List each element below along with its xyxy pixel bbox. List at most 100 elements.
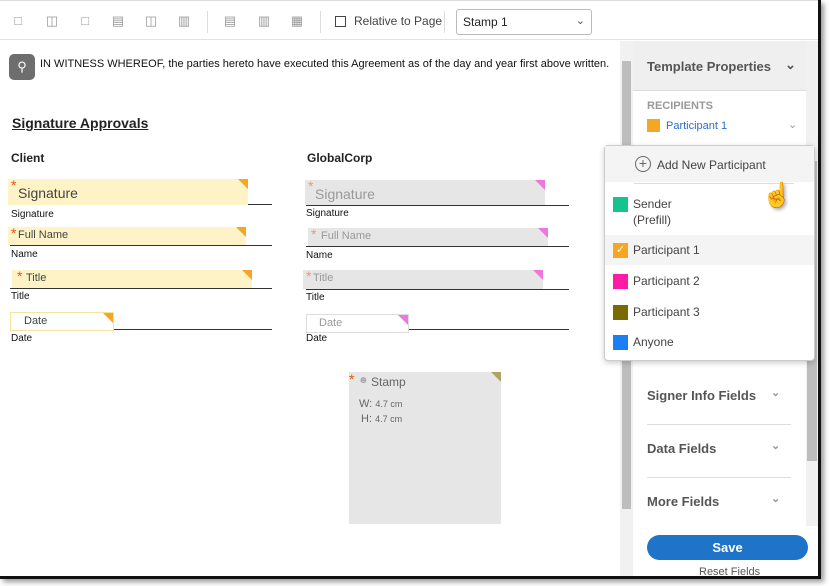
chevron-down-icon: ⌄: [771, 387, 781, 399]
user-icon: ☻: [358, 375, 369, 386]
save-button[interactable]: Save: [647, 535, 808, 560]
client-date-field[interactable]: Date: [10, 312, 114, 331]
globalcorp-heading: GlobalCorp: [307, 151, 373, 165]
client-fullname-field[interactable]: * Full Name: [8, 225, 246, 245]
field-placeholder: Signature: [315, 186, 375, 202]
participant-color-swatch: [647, 119, 660, 132]
reset-fields-link[interactable]: Reset Fields: [699, 566, 761, 578]
recipients-label: RECIPIENTS: [647, 100, 714, 112]
dropdown-item-participant-2[interactable]: Participant 2: [605, 266, 814, 296]
field-placeholder: Full Name: [18, 229, 69, 241]
document-canvas: IN WITNESS WHEREOF, the parties hereto h…: [0, 41, 620, 576]
align-right-icon[interactable]: ▥: [177, 13, 191, 28]
signature-line: [306, 205, 569, 206]
field-select[interactable]: Stamp 1 ⌄: [456, 9, 592, 35]
field-select-value: Stamp 1: [463, 15, 508, 29]
globalcorp-fullname-field[interactable]: * Full Name: [308, 226, 548, 246]
client-title-label: Title: [11, 291, 30, 302]
chevron-down-icon: ⌄: [771, 440, 781, 452]
panel-title: Template Properties: [647, 59, 772, 74]
client-signature-label: Signature: [11, 209, 54, 220]
item-label: Participant 2: [633, 274, 700, 288]
signature-heading: Signature Approvals: [12, 115, 149, 131]
field-placeholder: Title: [26, 272, 47, 284]
chevron-down-icon[interactable]: ⌄: [785, 57, 796, 72]
section-label: Data Fields: [647, 441, 717, 456]
globalcorp-title-field[interactable]: * Title: [303, 268, 543, 289]
recipient-select[interactable]: Participant 1: [666, 120, 728, 132]
align-center-icon[interactable]: ◫: [144, 13, 158, 28]
field-placeholder: Full Name: [321, 230, 372, 242]
section-more-fields[interactable]: More Fields ⌄: [647, 478, 791, 531]
height-value: 4.7 cm: [375, 414, 403, 424]
field-placeholder: Date: [24, 315, 48, 327]
chevron-down-icon: ⌄: [771, 493, 781, 505]
color-swatch: [613, 335, 628, 350]
check-icon: ✓: [613, 243, 628, 258]
color-swatch: [613, 274, 628, 289]
globalcorp-date-field[interactable]: Date: [306, 314, 409, 333]
globalcorp-signature-field[interactable]: * Signature: [305, 178, 545, 205]
globalcorp-signature-label: Signature: [306, 208, 349, 219]
panel-header[interactable]: Template Properties ⌄: [633, 41, 806, 91]
toolbar-divider: [444, 11, 445, 33]
globalcorp-date-label: Date: [306, 333, 328, 344]
alignment-toolbar: □ ◫ □ ▤ ◫ ▥ ▤ ▥ ▦ Relative to Page Stamp…: [0, 0, 818, 40]
align-left-icon[interactable]: ▤: [111, 13, 125, 28]
globalcorp-title-label: Title: [306, 292, 325, 303]
dropdown-item-participant-3[interactable]: Participant 3: [605, 297, 814, 327]
date-line: [306, 329, 569, 330]
plus-circle-icon: +: [635, 156, 651, 172]
distribute-horizontal-icon[interactable]: ▥: [257, 13, 271, 28]
name-line: [306, 246, 569, 247]
item-label: Participant 3: [633, 305, 700, 319]
distribute-vertical-icon[interactable]: ▤: [223, 13, 237, 28]
dropdown-item-anyone[interactable]: Anyone: [605, 327, 814, 357]
field-placeholder: Title: [313, 272, 334, 284]
required-asterisk: *: [349, 371, 355, 387]
participant-dropdown: + Add New Participant Sender (Prefill) ✓…: [604, 145, 815, 361]
hand-cursor-icon: ☝: [762, 182, 792, 209]
participant-marker: [491, 372, 501, 382]
stamp-label: Stamp: [371, 375, 406, 389]
field-placeholder: Date: [319, 317, 343, 329]
toolbar-divider: [207, 11, 208, 33]
field-placeholder: Signature: [18, 185, 78, 201]
divider: [634, 183, 794, 184]
dropdown-item-sender[interactable]: Sender (Prefill): [605, 192, 814, 234]
client-heading: Client: [11, 151, 45, 165]
zoom-tool-icon[interactable]: ⚲: [9, 54, 35, 80]
section-data-fields[interactable]: Data Fields ⌄: [647, 425, 791, 478]
section-label: More Fields: [647, 494, 720, 509]
align-bottom-icon[interactable]: □: [81, 13, 89, 28]
add-participant-label: Add New Participant: [657, 158, 766, 172]
toolbar-divider: [320, 11, 321, 33]
app-window: □ ◫ □ ▤ ◫ ▥ ▤ ▥ ▦ Relative to Page Stamp…: [0, 0, 821, 579]
section-signer-info[interactable]: Signer Info Fields ⌄: [647, 372, 791, 425]
client-date-label: Date: [11, 333, 33, 344]
color-swatch: [613, 197, 628, 212]
dropdown-item-participant-1[interactable]: ✓ Participant 1: [605, 235, 814, 265]
client-signature-field[interactable]: * Signature: [8, 177, 248, 205]
globalcorp-name-label: Name: [306, 250, 333, 261]
relative-to-page-checkbox[interactable]: [335, 16, 346, 27]
relative-to-page-label[interactable]: Relative to Page: [354, 14, 443, 28]
height-label: H:: [361, 413, 372, 425]
date-line: [10, 329, 272, 330]
section-label: Signer Info Fields: [647, 388, 757, 403]
add-new-participant-button[interactable]: + Add New Participant: [605, 146, 814, 184]
match-size-icon[interactable]: ▦: [290, 13, 304, 28]
color-swatch: [613, 305, 628, 320]
title-line: [306, 289, 569, 290]
stamp-field[interactable]: * ☻ Stamp W: 4.7 cm H: 4.7 cm: [349, 371, 501, 524]
client-title-field[interactable]: * Title: [12, 268, 252, 288]
chevron-down-icon[interactable]: ⌄: [788, 119, 798, 131]
align-middle-icon[interactable]: ◫: [45, 13, 59, 28]
client-name-label: Name: [11, 249, 38, 260]
width-label: W:: [359, 398, 373, 410]
align-top-icon[interactable]: □: [14, 13, 22, 28]
witness-text: IN WITNESS WHEREOF, the parties hereto h…: [40, 58, 610, 70]
item-sublabel: (Prefill): [633, 213, 671, 227]
title-line: [10, 288, 272, 289]
item-label: Participant 1: [633, 243, 700, 257]
